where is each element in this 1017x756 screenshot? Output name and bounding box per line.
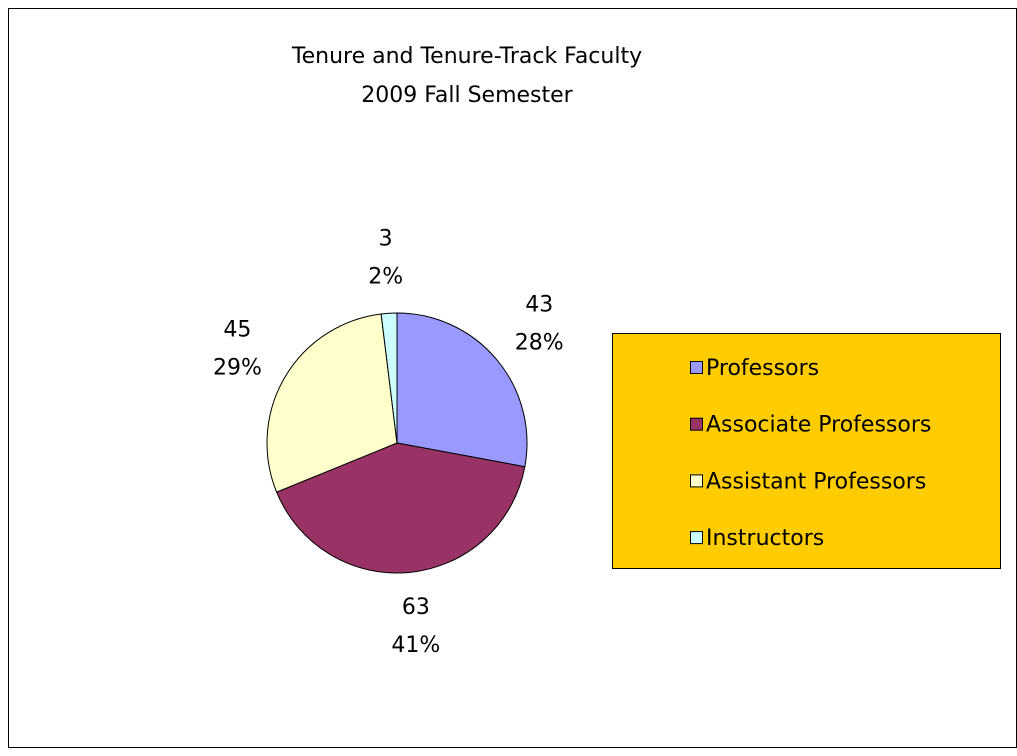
legend-label: Instructors xyxy=(706,526,824,551)
legend-label: Assistant Professors xyxy=(706,469,926,494)
pie-slice xyxy=(275,442,526,574)
pie-slice xyxy=(266,313,398,493)
legend-label: Associate Professors xyxy=(706,413,931,438)
legend-box xyxy=(612,333,1001,569)
data-label: 63 xyxy=(402,595,430,620)
pie-slice xyxy=(380,312,398,444)
percent-label: 41% xyxy=(391,633,440,658)
legend-swatch xyxy=(690,474,703,488)
percent-label: 29% xyxy=(213,355,262,380)
data-label: 43 xyxy=(525,293,553,318)
legend-swatch xyxy=(690,417,703,431)
data-label: 45 xyxy=(223,317,251,342)
chart-title: Tenure and Tenure-Track Faculty xyxy=(291,44,642,69)
percent-label: 28% xyxy=(515,331,564,356)
data-label: 3 xyxy=(379,226,393,251)
legend-label: Professors xyxy=(706,356,819,381)
legend-swatch xyxy=(690,361,703,374)
legend-swatch xyxy=(690,531,703,545)
pie-slice xyxy=(396,312,528,468)
chart-subtitle: 2009 Fall Semester xyxy=(361,83,573,108)
percent-label: 2% xyxy=(368,264,403,289)
